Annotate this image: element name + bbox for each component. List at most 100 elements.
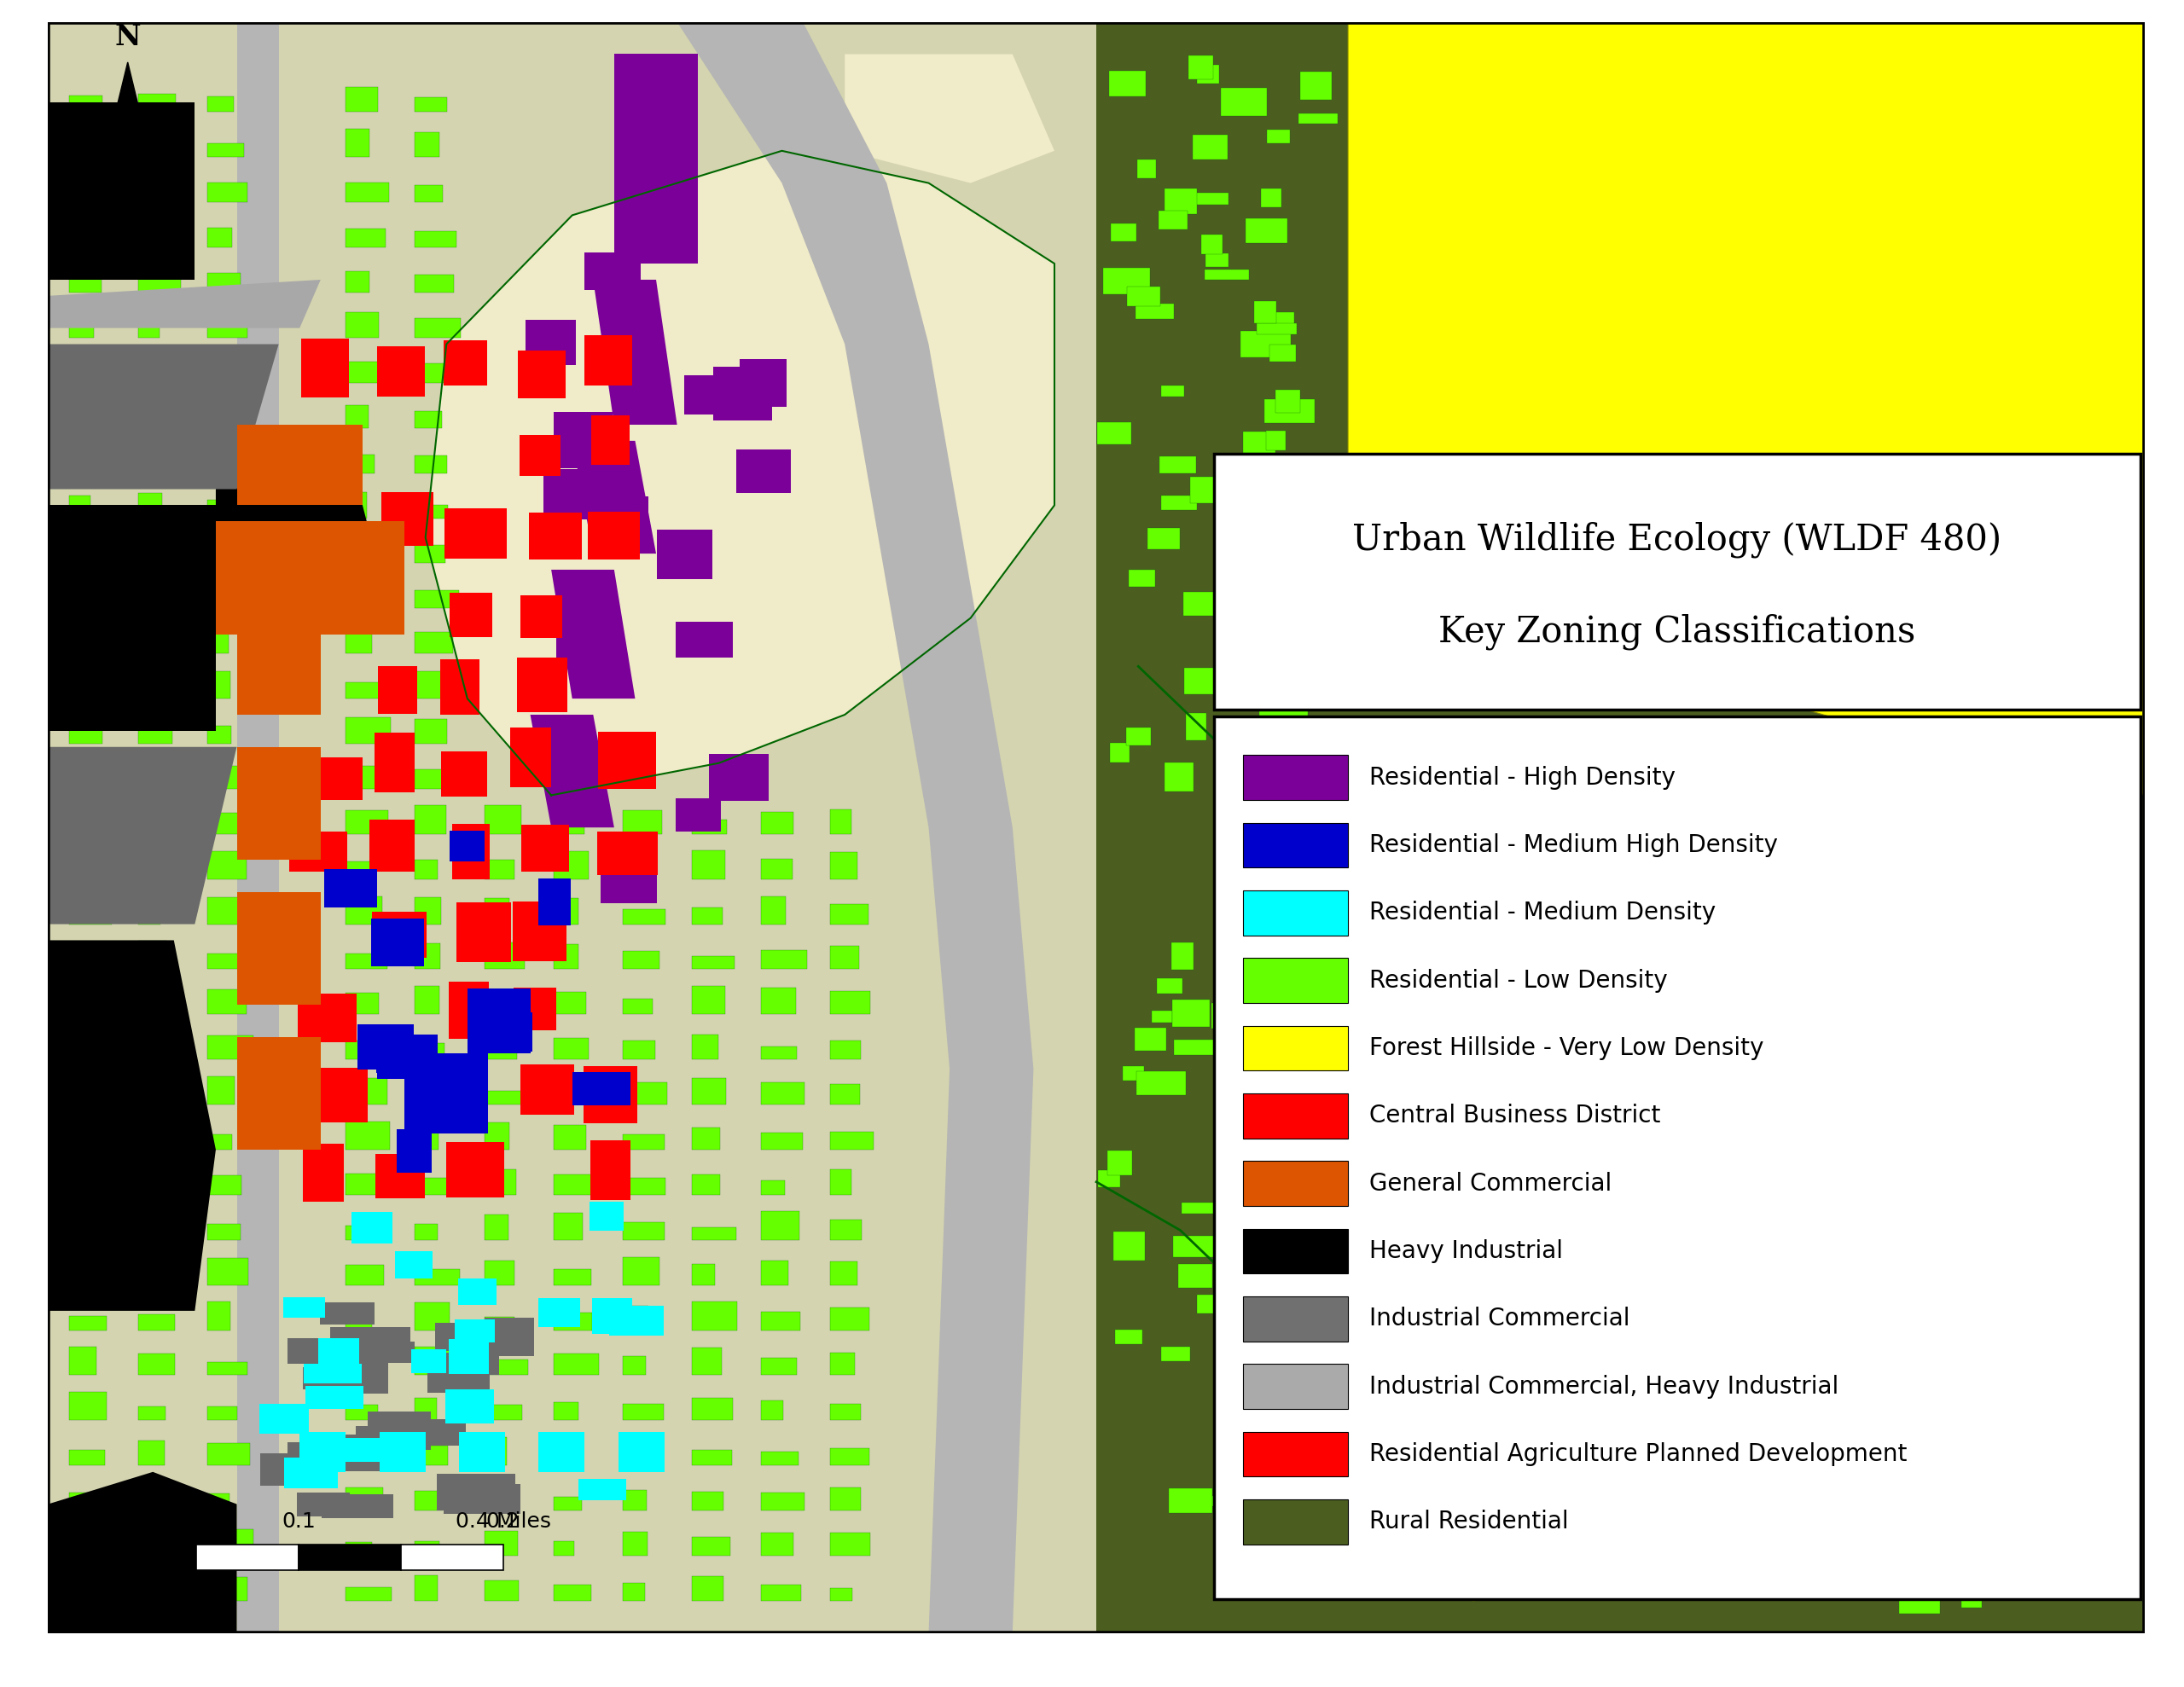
Bar [609, 1306, 664, 1336]
Bar [1212, 1004, 1245, 1029]
Bar [415, 364, 456, 383]
Bar [207, 633, 229, 653]
Bar [70, 1449, 105, 1466]
Bar [760, 1132, 804, 1149]
Bar [1136, 1071, 1186, 1095]
Bar [1190, 476, 1219, 503]
Bar [446, 1388, 494, 1424]
Bar [415, 231, 456, 248]
Bar [553, 945, 579, 970]
Bar [760, 897, 786, 924]
Bar [415, 275, 454, 292]
Bar [692, 1399, 734, 1420]
Bar [1284, 641, 1315, 661]
Bar [378, 1034, 439, 1078]
Bar [1243, 1093, 1348, 1139]
Bar [378, 346, 426, 396]
Polygon shape [216, 425, 384, 666]
Text: Heavy Industrial: Heavy Industrial [1369, 1240, 1562, 1264]
Bar [1343, 1564, 1376, 1576]
Bar [138, 1134, 166, 1149]
Polygon shape [48, 747, 236, 924]
Bar [583, 1066, 638, 1124]
Bar [2003, 1199, 2033, 1221]
Bar [1894, 852, 1920, 877]
Text: 0.1: 0.1 [282, 1512, 314, 1532]
Bar [675, 798, 721, 832]
Bar [1269, 344, 1295, 361]
Bar [411, 1350, 446, 1373]
Bar [1867, 1243, 1887, 1252]
Polygon shape [1348, 22, 2145, 795]
Bar [138, 1314, 175, 1329]
Bar [415, 1178, 454, 1194]
Bar [345, 994, 378, 1014]
Bar [1254, 302, 1275, 324]
Bar [70, 1346, 96, 1375]
Bar [1216, 1041, 1262, 1061]
Bar [557, 606, 603, 661]
Bar [138, 1488, 179, 1510]
Bar [1258, 697, 1308, 717]
Bar [1299, 71, 1332, 100]
Bar [138, 535, 159, 563]
Bar [1173, 999, 1210, 1027]
Bar [1865, 1095, 1896, 1112]
Bar [830, 1404, 860, 1420]
Bar [1795, 1577, 1828, 1591]
Bar [70, 494, 90, 518]
Bar [1243, 1161, 1348, 1206]
Bar [520, 1064, 574, 1115]
Bar [290, 832, 347, 872]
Bar [207, 766, 247, 790]
Bar [395, 1252, 432, 1279]
Bar [207, 813, 253, 833]
Bar [207, 1036, 253, 1059]
Bar [553, 897, 579, 924]
Bar [1245, 218, 1286, 243]
Bar [1160, 455, 1197, 474]
Bar [830, 1532, 871, 1555]
Bar [485, 897, 509, 924]
Bar [1992, 1402, 2018, 1420]
Bar [622, 1532, 649, 1555]
Bar [1992, 984, 2009, 1004]
Bar [592, 415, 629, 466]
Bar [70, 459, 96, 472]
Bar [371, 919, 424, 967]
Bar [1690, 972, 1712, 999]
Bar [1369, 1004, 1422, 1019]
FancyBboxPatch shape [1214, 717, 2140, 1599]
Bar [1114, 1232, 1144, 1260]
Bar [692, 850, 725, 879]
Bar [452, 823, 489, 879]
Bar [592, 1297, 631, 1329]
Bar [1992, 845, 2018, 860]
Bar [830, 904, 869, 924]
Bar [1448, 859, 1479, 879]
Bar [553, 1312, 592, 1329]
Bar [260, 1404, 308, 1434]
Text: Central Business District: Central Business District [1369, 1103, 1660, 1129]
Bar [138, 1262, 166, 1285]
Bar [553, 1584, 592, 1601]
Bar [138, 1441, 164, 1466]
Bar [352, 1211, 393, 1243]
Bar [522, 825, 568, 872]
Bar [345, 312, 378, 337]
Bar [138, 493, 162, 518]
Bar [1928, 1557, 1948, 1572]
Bar [1553, 884, 1577, 906]
Bar [1546, 879, 1572, 896]
Bar [830, 1262, 858, 1285]
Bar [1151, 1011, 1173, 1022]
Bar [622, 909, 666, 924]
Bar [553, 1213, 583, 1240]
Bar [1802, 1112, 1845, 1129]
Bar [207, 671, 229, 698]
Bar [622, 1449, 651, 1466]
Bar [1961, 771, 2007, 788]
Bar [236, 892, 321, 1005]
Bar [553, 1437, 577, 1466]
Bar [622, 1582, 644, 1601]
